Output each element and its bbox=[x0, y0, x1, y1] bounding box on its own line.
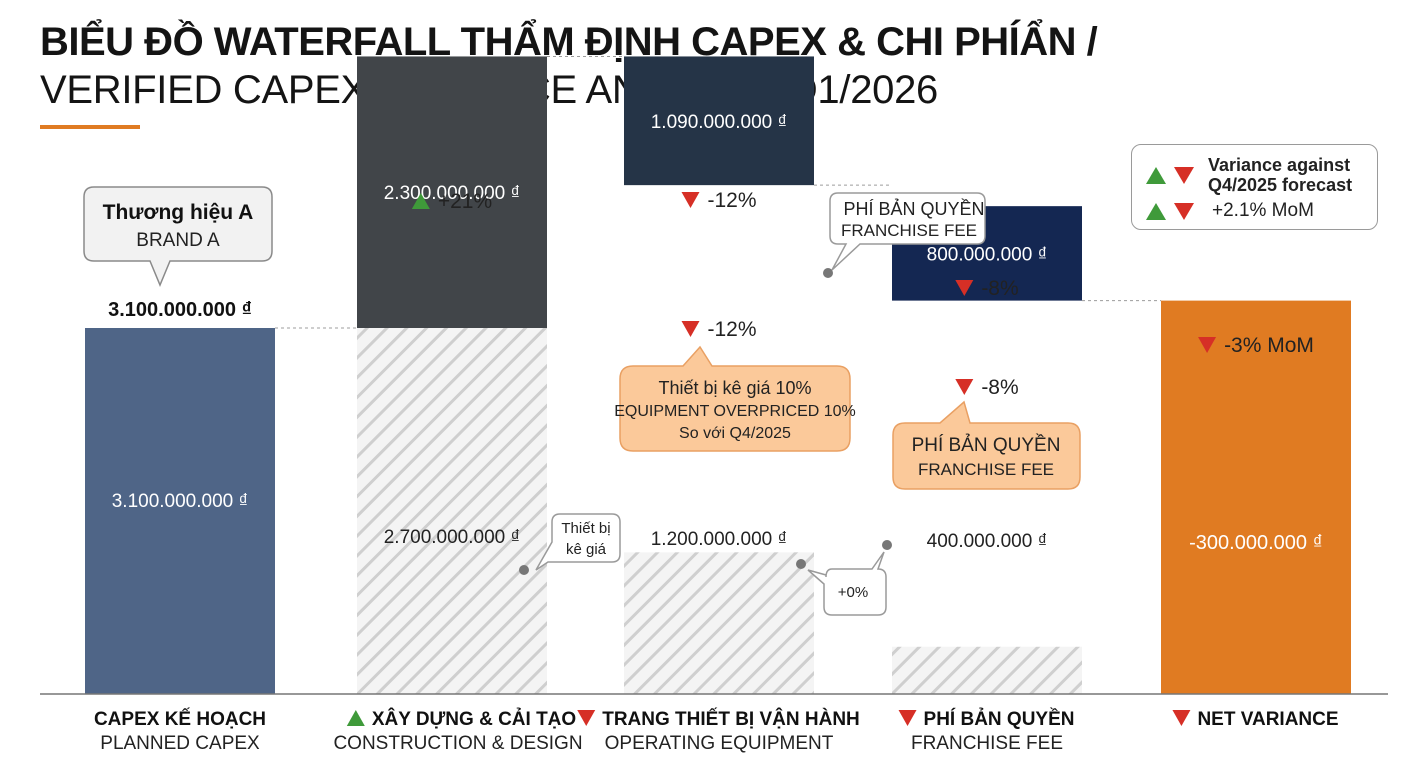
triangle-down-icon bbox=[1174, 202, 1194, 220]
title-accent-rule bbox=[40, 125, 140, 129]
zero-change-callout bbox=[807, 551, 887, 616]
brand-callout bbox=[83, 186, 273, 287]
construction-note-callout bbox=[535, 513, 621, 571]
triangle-up-icon bbox=[346, 710, 365, 726]
category-sublabel: CONSTRUCTION & DESIGN bbox=[333, 733, 582, 754]
triangle-up-icon bbox=[1146, 202, 1166, 220]
category-sublabel: OPERATING EQUIPMENT bbox=[605, 733, 834, 754]
triangle-down-icon bbox=[577, 710, 596, 726]
triangle-down-icon bbox=[955, 280, 974, 296]
hatched-value-label: 2.700.000.000 ₫ bbox=[384, 527, 521, 548]
zero-change-label: +0% bbox=[838, 584, 868, 601]
change-label: -12% bbox=[707, 318, 756, 341]
franchise-note-line2: FRANCHISE FEE bbox=[841, 221, 977, 240]
legend-line1: Variance against bbox=[1208, 155, 1351, 175]
data-label: 3.100.000.000 ₫ bbox=[112, 491, 249, 512]
hatched-reference-bar bbox=[624, 552, 814, 694]
triangle-down-icon bbox=[955, 379, 974, 395]
brand-callout-subtitle: BRAND A bbox=[136, 230, 220, 251]
annotation-dot bbox=[796, 559, 806, 569]
equipment-overpriced-callout bbox=[619, 345, 851, 452]
waterfall-bar bbox=[85, 328, 275, 694]
hatched-reference-bar bbox=[892, 646, 1082, 694]
change-label: +21% bbox=[438, 190, 492, 213]
waterfall-bar bbox=[1161, 300, 1351, 694]
waterfall-bar bbox=[357, 56, 547, 329]
hatched-reference-bar bbox=[357, 328, 547, 694]
category-label: TRANG THIẾT BỊ VẬN HÀNH bbox=[602, 708, 860, 730]
triangle-down-icon bbox=[898, 710, 917, 726]
annotation-dot bbox=[823, 268, 833, 278]
category-sublabel: PLANNED CAPEX bbox=[100, 733, 260, 754]
annotation-dot bbox=[882, 540, 892, 550]
brand-callout-title: Thương hiệu A bbox=[103, 201, 254, 224]
franchise-note-line1: PHÍ BẢN QUYỀN bbox=[843, 198, 984, 219]
triangle-up-icon bbox=[1146, 166, 1166, 184]
category-label: PHÍ BẢN QUYỀN bbox=[924, 708, 1075, 730]
waterfall-bar bbox=[624, 56, 814, 186]
data-label: -300.000.000 ₫ bbox=[1189, 532, 1323, 554]
annotation-dot bbox=[519, 565, 529, 575]
legend-line2: Q4/2025 forecast bbox=[1208, 175, 1353, 195]
triangle-down-icon bbox=[681, 321, 700, 337]
equipment-callout-line3: So với Q4/2025 bbox=[679, 425, 791, 442]
data-label: 1.090.000.000 ₫ bbox=[651, 112, 788, 133]
franchise-note-callout bbox=[829, 192, 986, 271]
triangle-down-icon bbox=[1198, 337, 1217, 353]
equipment-callout-line2: EQUIPMENT OVERPRICED 10% bbox=[614, 403, 856, 420]
triangle-down-icon bbox=[681, 192, 700, 208]
franchise-callout-line1: PHÍ BẢN QUYỀN bbox=[912, 434, 1061, 456]
page-title: BIỂU ĐỒ WATERFALL THẨM ĐỊNH CAPEX & CHI … bbox=[40, 20, 1098, 64]
franchise-fee-callout bbox=[892, 400, 1081, 490]
change-label: -3% MoM bbox=[1224, 334, 1314, 357]
hatched-value-label: 1.200.000.000 ₫ bbox=[651, 529, 788, 550]
triangle-down-icon bbox=[1174, 166, 1194, 184]
change-label: -8% bbox=[981, 376, 1018, 399]
data-label-total: 3.100.000.000 ₫ bbox=[108, 299, 252, 321]
data-label: 800.000.000 ₫ bbox=[927, 244, 1048, 265]
legend-line3: +2.1% MoM bbox=[1212, 200, 1314, 221]
triangle-up-icon bbox=[411, 193, 430, 209]
equipment-callout-line1: Thiết bị kê giá 10% bbox=[658, 378, 811, 398]
category-label: CAPEX KẾ HOẠCH bbox=[94, 708, 266, 730]
construction-note-line1: Thiết bị bbox=[561, 520, 610, 537]
change-label: -12% bbox=[707, 189, 756, 212]
franchise-callout-line2: FRANCHISE FEE bbox=[918, 460, 1054, 479]
category-label: NET VARIANCE bbox=[1197, 709, 1338, 730]
construction-note-line2: kê giá bbox=[566, 541, 607, 558]
category-sublabel: FRANCHISE FEE bbox=[911, 733, 1063, 754]
triangle-down-icon bbox=[1172, 710, 1191, 726]
hatched-value-label: 400.000.000 ₫ bbox=[927, 531, 1048, 552]
category-label: XÂY DỰNG & CẢI TẠO bbox=[372, 708, 576, 730]
legend-box: Variance against Q4/2025 forecast +2.1% … bbox=[1131, 144, 1378, 230]
legend-row-forecast: Variance against Q4/2025 forecast bbox=[1146, 155, 1352, 195]
change-label: -8% bbox=[981, 277, 1018, 300]
legend-row-mom: +2.1% MoM bbox=[1146, 200, 1314, 222]
